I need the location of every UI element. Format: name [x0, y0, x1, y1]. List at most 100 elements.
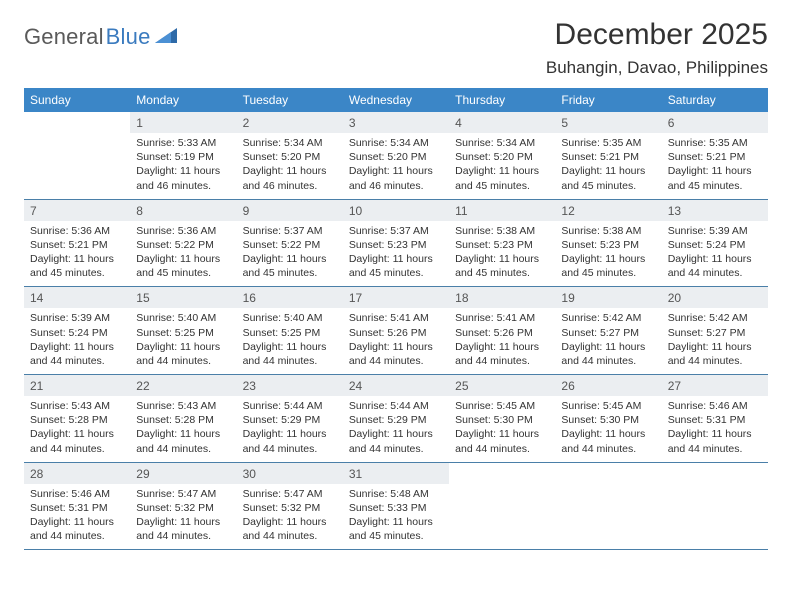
- day-body: Sunrise: 5:41 AMSunset: 5:26 PMDaylight:…: [449, 308, 555, 374]
- sunset-text: Sunset: 5:30 PM: [455, 413, 549, 427]
- dow-sunday: Sunday: [24, 88, 130, 112]
- sunrise-text: Sunrise: 5:45 AM: [455, 399, 549, 413]
- sunrise-text: Sunrise: 5:40 AM: [136, 311, 230, 325]
- day-number: 25: [449, 375, 555, 396]
- day-cell: 27 Sunrise: 5:46 AMSunset: 5:31 PMDayligh…: [662, 375, 768, 462]
- days-of-week-row: Sunday Monday Tuesday Wednesday Thursday…: [24, 88, 768, 112]
- sunrise-text: Sunrise: 5:34 AM: [349, 136, 443, 150]
- week-row: 1Sunrise: 5:33 AMSunset: 5:19 PMDaylight…: [24, 112, 768, 200]
- sunset-text: Sunset: 5:26 PM: [455, 326, 549, 340]
- sunset-text: Sunset: 5:22 PM: [243, 238, 337, 252]
- day-number: 31: [343, 463, 449, 484]
- day-number: 11: [449, 200, 555, 221]
- daylight-text: Daylight: 11 hours and 45 minutes.: [668, 164, 762, 192]
- day-body: Sunrise: 5:34 AMSunset: 5:20 PMDaylight:…: [449, 133, 555, 199]
- sunset-text: Sunset: 5:19 PM: [136, 150, 230, 164]
- day-number: 10: [343, 200, 449, 221]
- sunset-text: Sunset: 5:22 PM: [136, 238, 230, 252]
- calendar-grid: Sunday Monday Tuesday Wednesday Thursday…: [24, 88, 768, 550]
- sunset-text: Sunset: 5:23 PM: [349, 238, 443, 252]
- day-body: Sunrise: 5:34 AMSunset: 5:20 PMDaylight:…: [343, 133, 449, 199]
- daylight-text: Daylight: 11 hours and 44 minutes.: [349, 340, 443, 368]
- day-cell: 3Sunrise: 5:34 AMSunset: 5:20 PMDaylight…: [343, 112, 449, 199]
- daylight-text: Daylight: 11 hours and 45 minutes.: [455, 252, 549, 280]
- sunrise-text: Sunrise: 5:34 AM: [243, 136, 337, 150]
- sunset-text: Sunset: 5:28 PM: [30, 413, 124, 427]
- sunrise-text: Sunrise: 5:38 AM: [455, 224, 549, 238]
- sunset-text: Sunset: 5:32 PM: [243, 501, 337, 515]
- daylight-text: Daylight: 11 hours and 44 minutes.: [136, 515, 230, 543]
- day-body: Sunrise: 5:46 AMSunset: 5:31 PMDaylight:…: [24, 484, 130, 550]
- sunrise-text: Sunrise: 5:41 AM: [455, 311, 549, 325]
- day-number: 24: [343, 375, 449, 396]
- day-number: 7: [24, 200, 130, 221]
- day-cell: [555, 463, 661, 550]
- day-body: Sunrise: 5:44 AMSunset: 5:29 PMDaylight:…: [237, 396, 343, 462]
- daylight-text: Daylight: 11 hours and 44 minutes.: [243, 515, 337, 543]
- daylight-text: Daylight: 11 hours and 45 minutes.: [30, 252, 124, 280]
- day-cell: 26Sunrise: 5:45 AMSunset: 5:30 PMDayligh…: [555, 375, 661, 462]
- day-body: Sunrise: 5:42 AMSunset: 5:27 PMDaylight:…: [555, 308, 661, 374]
- sunset-text: Sunset: 5:24 PM: [30, 326, 124, 340]
- sunset-text: Sunset: 5:31 PM: [668, 413, 762, 427]
- sunset-text: Sunset: 5:28 PM: [136, 413, 230, 427]
- day-cell: 13Sunrise: 5:39 AMSunset: 5:24 PMDayligh…: [662, 200, 768, 287]
- daylight-text: Daylight: 11 hours and 44 minutes.: [30, 427, 124, 455]
- sunrise-text: Sunrise: 5:33 AM: [136, 136, 230, 150]
- sunrise-text: Sunrise: 5:46 AM: [668, 399, 762, 413]
- day-number: 30: [237, 463, 343, 484]
- sunset-text: Sunset: 5:31 PM: [30, 501, 124, 515]
- daylight-text: Daylight: 11 hours and 44 minutes.: [561, 340, 655, 368]
- daylight-text: Daylight: 11 hours and 44 minutes.: [136, 340, 230, 368]
- week-row: 28Sunrise: 5:46 AMSunset: 5:31 PMDayligh…: [24, 463, 768, 551]
- daylight-text: Daylight: 11 hours and 44 minutes.: [243, 427, 337, 455]
- daylight-text: Daylight: 11 hours and 44 minutes.: [243, 340, 337, 368]
- sunset-text: Sunset: 5:20 PM: [243, 150, 337, 164]
- week-row: 14Sunrise: 5:39 AMSunset: 5:24 PMDayligh…: [24, 287, 768, 375]
- day-cell: 6Sunrise: 5:35 AMSunset: 5:21 PMDaylight…: [662, 112, 768, 199]
- day-cell: 5Sunrise: 5:35 AMSunset: 5:21 PMDaylight…: [555, 112, 661, 199]
- day-body: Sunrise: 5:40 AMSunset: 5:25 PMDaylight:…: [130, 308, 236, 374]
- sunrise-text: Sunrise: 5:38 AM: [561, 224, 655, 238]
- day-cell: [449, 463, 555, 550]
- sunset-text: Sunset: 5:30 PM: [561, 413, 655, 427]
- day-cell: 1Sunrise: 5:33 AMSunset: 5:19 PMDaylight…: [130, 112, 236, 199]
- day-cell: 8Sunrise: 5:36 AMSunset: 5:22 PMDaylight…: [130, 200, 236, 287]
- sunrise-text: Sunrise: 5:45 AM: [561, 399, 655, 413]
- day-cell: 30Sunrise: 5:47 AMSunset: 5:32 PMDayligh…: [237, 463, 343, 550]
- sunset-text: Sunset: 5:25 PM: [243, 326, 337, 340]
- daylight-text: Daylight: 11 hours and 45 minutes.: [561, 164, 655, 192]
- weeks-container: 1Sunrise: 5:33 AMSunset: 5:19 PMDaylight…: [24, 112, 768, 550]
- day-number: 9: [237, 200, 343, 221]
- day-cell: 24Sunrise: 5:44 AMSunset: 5:29 PMDayligh…: [343, 375, 449, 462]
- day-number: 5: [555, 112, 661, 133]
- day-cell: 20Sunrise: 5:42 AMSunset: 5:27 PMDayligh…: [662, 287, 768, 374]
- day-number: 14: [24, 287, 130, 308]
- sunrise-text: Sunrise: 5:42 AM: [561, 311, 655, 325]
- day-cell: 10Sunrise: 5:37 AMSunset: 5:23 PMDayligh…: [343, 200, 449, 287]
- calendar-page: GeneralBlue December 2025 Buhangin, Dava…: [0, 0, 792, 612]
- day-number: 3: [343, 112, 449, 133]
- day-cell: 25Sunrise: 5:45 AMSunset: 5:30 PMDayligh…: [449, 375, 555, 462]
- daylight-text: Daylight: 11 hours and 44 minutes.: [668, 427, 762, 455]
- daylight-text: Daylight: 11 hours and 44 minutes.: [30, 340, 124, 368]
- day-cell: 15Sunrise: 5:40 AMSunset: 5:25 PMDayligh…: [130, 287, 236, 374]
- sunset-text: Sunset: 5:29 PM: [349, 413, 443, 427]
- title-block: December 2025 Buhangin, Davao, Philippin…: [546, 18, 768, 78]
- day-body: Sunrise: 5:43 AMSunset: 5:28 PMDaylight:…: [130, 396, 236, 462]
- daylight-text: Daylight: 11 hours and 45 minutes.: [561, 252, 655, 280]
- dow-saturday: Saturday: [662, 88, 768, 112]
- day-number: 27: [662, 375, 768, 396]
- day-number: 2: [237, 112, 343, 133]
- day-cell: 28Sunrise: 5:46 AMSunset: 5:31 PMDayligh…: [24, 463, 130, 550]
- sunset-text: Sunset: 5:21 PM: [561, 150, 655, 164]
- page-subtitle: Buhangin, Davao, Philippines: [546, 58, 768, 78]
- day-cell: 12Sunrise: 5:38 AMSunset: 5:23 PMDayligh…: [555, 200, 661, 287]
- sunset-text: Sunset: 5:21 PM: [30, 238, 124, 252]
- sunset-text: Sunset: 5:23 PM: [455, 238, 549, 252]
- page-header: GeneralBlue December 2025 Buhangin, Dava…: [24, 18, 768, 78]
- day-body: Sunrise: 5:44 AMSunset: 5:29 PMDaylight:…: [343, 396, 449, 462]
- day-number: 29: [130, 463, 236, 484]
- sunset-text: Sunset: 5:25 PM: [136, 326, 230, 340]
- sunrise-text: Sunrise: 5:37 AM: [349, 224, 443, 238]
